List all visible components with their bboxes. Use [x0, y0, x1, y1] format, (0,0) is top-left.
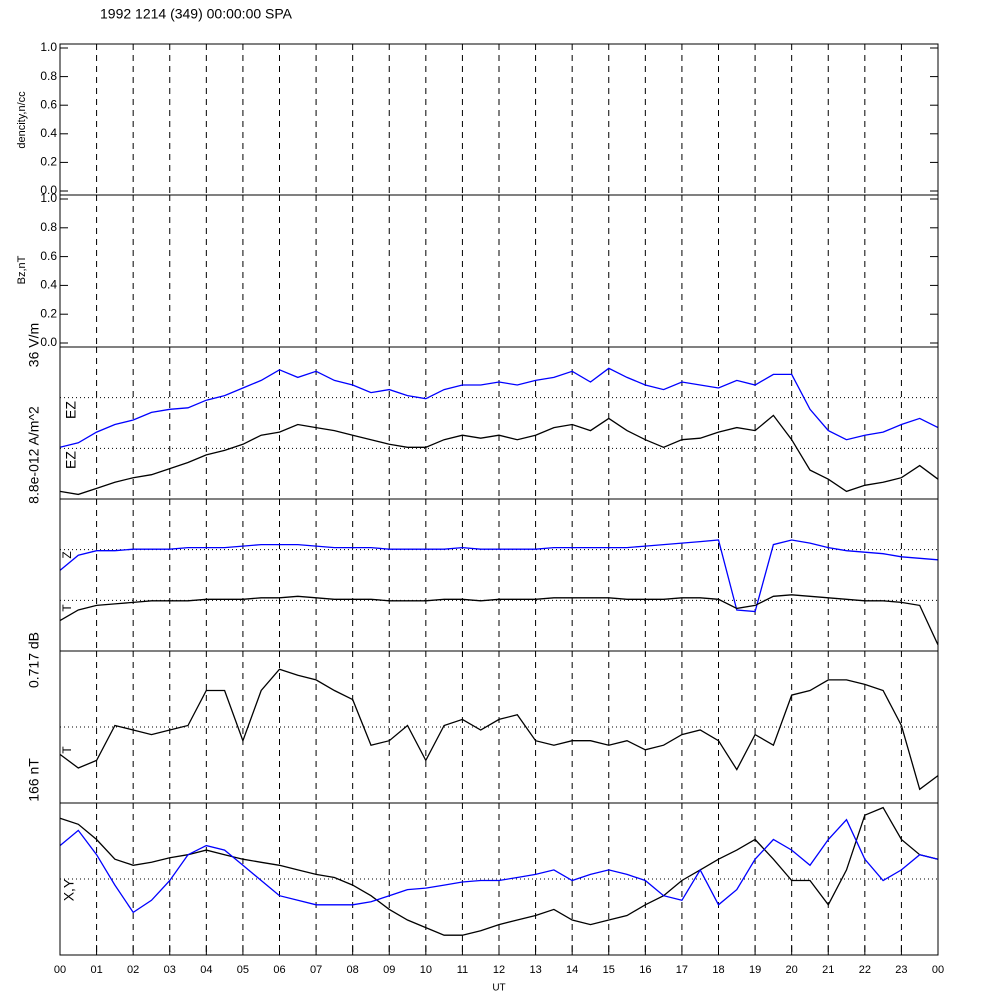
- x-tick-label: 10: [420, 964, 432, 976]
- x-tick-label: 06: [273, 964, 285, 976]
- x-tick-label: 04: [200, 964, 212, 976]
- y-axis-label: T: [60, 604, 74, 612]
- series-line: [59, 367, 939, 448]
- x-tick-label: 23: [895, 964, 907, 976]
- series-line: [59, 668, 939, 791]
- x-tick-label: 11: [457, 964, 468, 976]
- series-line: [59, 806, 939, 936]
- y-tick-label: 0.8: [40, 69, 57, 83]
- x-tick-label: 16: [639, 964, 651, 976]
- x-tick-label: 13: [529, 964, 541, 976]
- y-tick-label: 0.0: [40, 335, 57, 349]
- y-axis-label: dencity,n/cc: [16, 91, 28, 149]
- series-line: [59, 818, 939, 914]
- y-tick-label: 0.0: [40, 183, 57, 197]
- series-line: [59, 539, 939, 613]
- x-tick-label: 00: [54, 964, 66, 976]
- series-line: [59, 594, 939, 646]
- y-axis-label: 166 nT: [26, 758, 42, 802]
- x-tick-label: 21: [822, 964, 834, 976]
- x-tick-label: 07: [310, 964, 322, 976]
- y-tick-label: 0.2: [40, 155, 57, 169]
- x-tick-label: 18: [712, 964, 724, 976]
- x-tick-label: 14: [566, 964, 578, 976]
- x-tick-label: 02: [127, 964, 139, 976]
- y-axis-label: EZ: [63, 401, 79, 419]
- x-tick-label: 01: [90, 964, 102, 976]
- y-tick-label: 0.4: [40, 126, 57, 140]
- y-axis-label: 0.717 dB: [26, 632, 42, 688]
- y-axis-label: EZ: [63, 451, 79, 469]
- y-tick-label: 0.4: [40, 278, 57, 292]
- x-tick-label: 05: [237, 964, 249, 976]
- chart-title: 1992 1214 (349) 00:00:00 SPA: [100, 6, 293, 22]
- x-tick-label: 09: [383, 964, 395, 976]
- y-axis-label: Z: [60, 551, 74, 558]
- y-axis-label: Bz,nT: [16, 255, 28, 284]
- x-tick-label: 17: [676, 964, 688, 976]
- x-tick-label: 19: [749, 964, 761, 976]
- x-tick-label: 08: [347, 964, 359, 976]
- x-tick-label: 20: [786, 964, 798, 976]
- y-axis-label: 36 V/m: [26, 323, 42, 367]
- y-axis-label: 8.8e-012 A/m^2: [26, 406, 42, 504]
- y-tick-label: 0.8: [40, 220, 57, 234]
- x-tick-label: 22: [859, 964, 871, 976]
- x-tick-label: 12: [493, 964, 505, 976]
- y-tick-label: 0.6: [40, 249, 57, 263]
- series-line: [59, 414, 939, 496]
- x-tick-label: 15: [603, 964, 615, 976]
- y-tick-label: 0.2: [40, 306, 57, 320]
- y-tick-label: 0.6: [40, 97, 57, 111]
- y-tick-label: 1.0: [40, 191, 57, 205]
- y-axis-label: X,Y: [61, 878, 77, 901]
- y-axis-label: T: [60, 746, 74, 754]
- y-tick-label: 1.0: [40, 40, 57, 54]
- x-tick-label: 00: [932, 964, 944, 976]
- x-axis-label: UT: [492, 983, 505, 994]
- x-tick-label: 03: [164, 964, 176, 976]
